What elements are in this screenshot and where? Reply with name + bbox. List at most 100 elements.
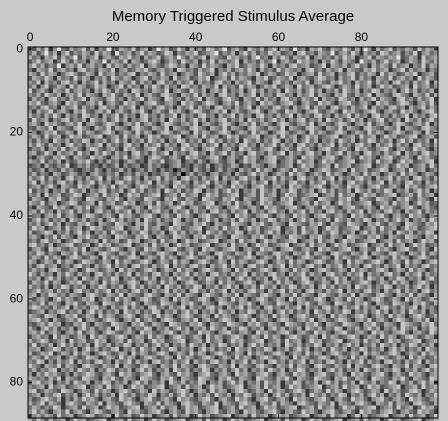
cell xyxy=(247,159,252,165)
cell xyxy=(293,155,298,160)
cell xyxy=(131,105,136,110)
cell xyxy=(264,142,269,148)
cell xyxy=(214,92,219,98)
cell xyxy=(276,59,281,64)
cell xyxy=(388,188,393,194)
cell xyxy=(177,255,182,260)
cell xyxy=(156,105,161,110)
cell xyxy=(85,205,91,210)
cell xyxy=(417,151,422,156)
cell xyxy=(338,63,344,69)
cell xyxy=(61,55,66,60)
cell xyxy=(56,130,62,135)
cell xyxy=(135,163,141,169)
cell xyxy=(288,201,294,206)
cell xyxy=(371,163,377,169)
cell xyxy=(338,251,344,256)
cell xyxy=(380,92,385,98)
cell xyxy=(284,247,290,252)
cell xyxy=(409,113,414,119)
cell xyxy=(119,51,124,56)
cell xyxy=(363,84,368,89)
cell xyxy=(404,226,410,231)
cell xyxy=(334,147,339,152)
cell xyxy=(392,88,397,94)
cell xyxy=(409,47,414,52)
cell xyxy=(433,105,439,110)
cell xyxy=(222,47,228,52)
cell xyxy=(197,130,203,135)
cell xyxy=(355,151,360,156)
cell xyxy=(119,117,124,123)
cell xyxy=(56,72,62,77)
cell xyxy=(380,167,385,173)
cell xyxy=(52,80,58,85)
cell xyxy=(206,205,211,210)
cell xyxy=(61,142,66,148)
cell xyxy=(65,147,70,152)
cell xyxy=(139,126,145,131)
cell xyxy=(380,67,385,73)
cell xyxy=(143,51,149,56)
cell xyxy=(143,72,149,77)
cell xyxy=(272,67,277,73)
cell xyxy=(346,59,352,64)
cell xyxy=(77,109,83,114)
cell xyxy=(301,184,306,190)
cell xyxy=(85,67,91,73)
cell xyxy=(388,217,393,223)
cell xyxy=(123,59,128,64)
cell xyxy=(56,59,62,64)
cell xyxy=(69,63,74,69)
cell xyxy=(367,126,373,131)
cell xyxy=(222,242,228,248)
cell xyxy=(85,172,91,177)
cell xyxy=(156,163,161,169)
cell xyxy=(363,92,368,98)
cell xyxy=(40,47,45,52)
cell xyxy=(351,151,356,156)
cell xyxy=(197,159,203,165)
cell xyxy=(288,226,294,231)
cell xyxy=(98,159,103,165)
cell xyxy=(52,88,58,94)
cell xyxy=(44,84,50,89)
cell xyxy=(371,226,377,231)
cell xyxy=(355,247,360,252)
cell xyxy=(351,55,356,60)
cell xyxy=(367,76,373,81)
cell xyxy=(226,184,232,190)
cell xyxy=(326,151,331,156)
cell xyxy=(218,105,223,110)
cell xyxy=(90,113,95,119)
cell xyxy=(334,105,339,110)
cell xyxy=(156,226,161,231)
cell xyxy=(85,217,91,223)
cell xyxy=(127,72,132,77)
cell xyxy=(276,80,281,85)
cell xyxy=(301,230,306,235)
cell xyxy=(48,255,54,260)
cell xyxy=(168,242,174,248)
cell xyxy=(65,51,70,56)
cell xyxy=(297,101,302,106)
cell xyxy=(61,126,66,131)
cell xyxy=(127,188,132,194)
cell xyxy=(276,226,281,231)
cell xyxy=(334,238,339,244)
cell xyxy=(309,197,315,202)
cell xyxy=(239,176,244,181)
cell xyxy=(251,97,257,102)
cell xyxy=(413,167,418,173)
cell xyxy=(81,130,87,135)
cell xyxy=(156,172,161,177)
cell xyxy=(32,147,37,152)
cell xyxy=(40,59,45,64)
cell xyxy=(181,130,186,135)
cell xyxy=(36,163,41,169)
cell xyxy=(81,201,87,206)
cell xyxy=(32,151,37,156)
cell xyxy=(264,76,269,81)
cell xyxy=(40,234,45,240)
cell xyxy=(164,105,170,110)
